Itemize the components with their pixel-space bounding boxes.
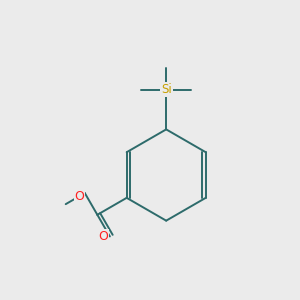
Text: Si: Si [161, 83, 172, 96]
Text: O: O [75, 190, 85, 202]
Text: O: O [98, 230, 108, 243]
